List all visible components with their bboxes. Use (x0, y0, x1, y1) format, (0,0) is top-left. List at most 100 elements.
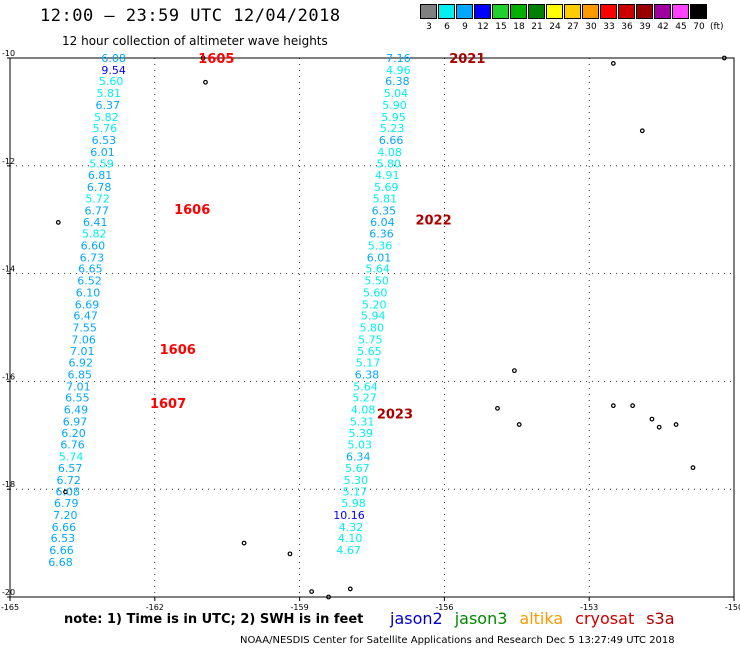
chart-title: 12:00 – 23:59 UTC 12/04/2018 (40, 6, 341, 26)
legend-swatch (564, 4, 581, 19)
island-outline (511, 368, 517, 374)
island-outline (656, 424, 662, 430)
wave-height-value: 7.06 (71, 333, 96, 346)
wave-height-value: 4.32 (339, 521, 364, 534)
pass-number-label: 1606 (174, 203, 210, 218)
wave-height-value: 5.64 (365, 263, 390, 276)
pass-number-label: 2023 (377, 408, 413, 423)
wave-height-value: 6.97 (63, 415, 88, 428)
pass-labels: 1605 1606 1606 1607 2021 2022 2023 (150, 52, 485, 423)
wave-height-value: 6.78 (87, 181, 112, 194)
wave-height-value: 6.92 (69, 357, 94, 370)
wave-height-value: 5.72 (85, 193, 110, 206)
wave-height-value: 5.94 (361, 310, 386, 323)
wave-height-value: 5.75 (358, 333, 383, 346)
wave-height-value: 7.55 (72, 322, 97, 335)
wave-height-value: 9.54 (101, 64, 126, 77)
legend-level-label: 42 (657, 22, 669, 32)
wave-height-value: 5.81 (97, 87, 122, 100)
wave-height-value: 5.65 (357, 345, 382, 358)
wave-height-value: 6.57 (58, 462, 83, 475)
wave-height-value: 5.04 (384, 87, 409, 100)
x-tick-label: -162 (146, 603, 164, 612)
legend-swatch (510, 4, 527, 19)
pass-number-label: 1606 (160, 343, 196, 358)
wave-height-value: 4.08 (351, 403, 376, 416)
wave-height-value: 4.91 (375, 169, 400, 182)
wave-height-value: 5.23 (380, 122, 405, 135)
x-tick-label: -159 (291, 603, 309, 612)
wave-height-value: 6.38 (385, 75, 410, 88)
wave-height-value: 6.38 (355, 368, 380, 381)
legend-level-label: 12 (477, 22, 489, 32)
wave-height-value: 6.60 (81, 240, 106, 253)
y-tick-label: -18 (2, 480, 15, 489)
x-tick-label: -153 (580, 603, 598, 612)
wave-height-value: 5.95 (381, 111, 406, 124)
legend-swatch (420, 4, 437, 19)
legend-swatch (690, 4, 707, 19)
chart-subtitle: 12 hour collection of altimeter wave hei… (62, 34, 328, 48)
island-outline (721, 55, 727, 61)
map-grid (10, 58, 734, 597)
legend-swatch (636, 4, 653, 19)
wave-height-values: 6.089.545.605.816.375.825.766.536.015.59… (48, 52, 410, 569)
legend-level-label: 30 (585, 22, 597, 32)
wave-height-value: 7.16 (386, 52, 411, 65)
island-outline (690, 465, 696, 471)
wave-height-value: 6.20 (61, 427, 86, 440)
pass-number-label: 1607 (150, 397, 186, 412)
wave-height-value: 6.79 (54, 497, 79, 510)
satellite-legend: jason2 jason3 altika cryosat s3a (390, 609, 687, 628)
wave-height-value: 6.35 (372, 205, 397, 218)
island-outline (203, 79, 208, 85)
island-outline (495, 405, 500, 411)
wave-height-value: 6.66 (49, 544, 74, 557)
wave-height-value: 5.39 (348, 427, 373, 440)
wave-height-value: 5.17 (343, 485, 368, 498)
wave-height-value: 5.36 (368, 240, 393, 253)
x-tick-label: -150 (725, 603, 740, 612)
wave-height-value: 6.66 (52, 521, 77, 534)
pass-number-label: 1605 (198, 52, 234, 67)
legend-level-label: 39 (639, 22, 651, 32)
y-tick-label: -14 (2, 265, 15, 274)
wave-height-value: 6.81 (88, 169, 113, 182)
legend-swatch (654, 4, 671, 19)
wave-height-value: 6.10 (76, 286, 101, 299)
legend-swatch (438, 4, 455, 19)
wave-height-value: 6.76 (60, 438, 85, 451)
legend-level-label: 6 (444, 22, 450, 32)
wave-height-value: 6.77 (84, 205, 109, 218)
island-outline (610, 403, 616, 409)
legend-swatch (546, 4, 563, 19)
wave-height-value: 6.65 (78, 263, 103, 276)
island-outline (610, 60, 616, 66)
legend-level-label: 9 (462, 22, 468, 32)
legend-level-label: 27 (567, 22, 579, 32)
legend-swatch (618, 4, 635, 19)
island-outline (673, 422, 679, 427)
legend-swatch (456, 4, 473, 19)
wave-height-value: 6.08 (55, 485, 80, 498)
wave-height-value: 5.27 (352, 392, 377, 405)
island-outline (639, 128, 645, 134)
island-outline (630, 403, 636, 409)
pass-number-label: 2021 (449, 52, 485, 67)
wave-height-value: 5.31 (350, 415, 375, 428)
wave-height-value: 5.81 (373, 193, 398, 206)
wave-height-value: 5.64 (353, 380, 378, 393)
legend-unit: (ft) (710, 22, 724, 32)
legend-level-label: 24 (549, 22, 561, 32)
legend-level-label: 3 (426, 22, 432, 32)
wave-height-value: 6.72 (56, 474, 81, 487)
island-outline (200, 55, 206, 61)
satellite-legend-s3a: s3a (646, 609, 675, 628)
wave-height-value: 4.96 (386, 64, 411, 77)
wave-height-value: 5.30 (344, 474, 369, 487)
wave-height-value: 5.82 (94, 111, 119, 124)
legend-swatch (600, 4, 617, 19)
wave-height-value: 6.08 (101, 52, 126, 65)
legend-level-label: 45 (675, 22, 687, 32)
x-tick-label: -156 (435, 603, 453, 612)
